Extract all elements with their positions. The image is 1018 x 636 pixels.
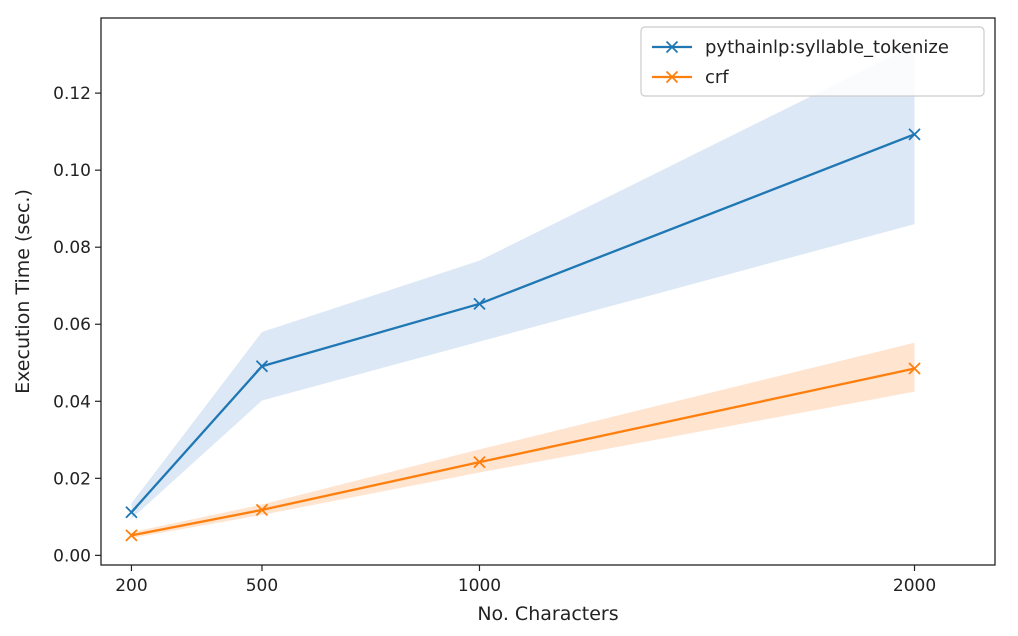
series-line-1: [131, 367, 915, 537]
confidence-bands: [131, 44, 915, 539]
legend-marker-1: [665, 70, 679, 84]
data-point-marker: [473, 297, 486, 310]
data-point-marker: [255, 503, 269, 517]
series-band-0: [131, 44, 915, 519]
legend-label-0: pythainlp:syllable_tokenize: [705, 37, 949, 58]
y-axis-label: Execution Time (sec.): [12, 189, 34, 394]
data-point-marker: [255, 360, 269, 373]
series-markers: [125, 128, 921, 542]
data-point-marker: [908, 128, 921, 141]
x-tick-label: 2000: [893, 576, 936, 596]
x-axis-label: No. Characters: [477, 603, 618, 625]
series-band-1: [131, 342, 915, 539]
data-point-marker: [125, 529, 138, 542]
data-point-marker: [125, 506, 138, 519]
y-axis-ticks: 0.00 0.02 0.04 0.06 0.08 0.10 0.12: [53, 84, 101, 566]
y-tick-label: 0.02: [53, 469, 91, 489]
series-lines: [130, 133, 915, 537]
y-tick-label: 0.12: [53, 84, 91, 104]
y-tick-label: 0.08: [53, 238, 91, 258]
plot-frame: [100, 17, 996, 566]
y-tick-label: 0.06: [53, 315, 91, 335]
data-point-marker: [908, 362, 921, 375]
x-tick-label: 1000: [458, 576, 501, 596]
x-tick-label: 500: [246, 576, 278, 596]
legend-marker-0: [665, 40, 679, 54]
x-tick-label: 200: [115, 576, 147, 596]
x-axis-ticks: 200 500 1000 2000: [115, 565, 936, 596]
series-line-0: [130, 133, 915, 513]
y-tick-label: 0.00: [53, 546, 91, 566]
y-tick-label: 0.10: [53, 161, 91, 181]
legend-box: [640, 26, 985, 97]
y-tick-label: 0.04: [53, 392, 91, 412]
legend-label-1: crf: [705, 67, 729, 88]
data-point-marker: [473, 456, 486, 469]
